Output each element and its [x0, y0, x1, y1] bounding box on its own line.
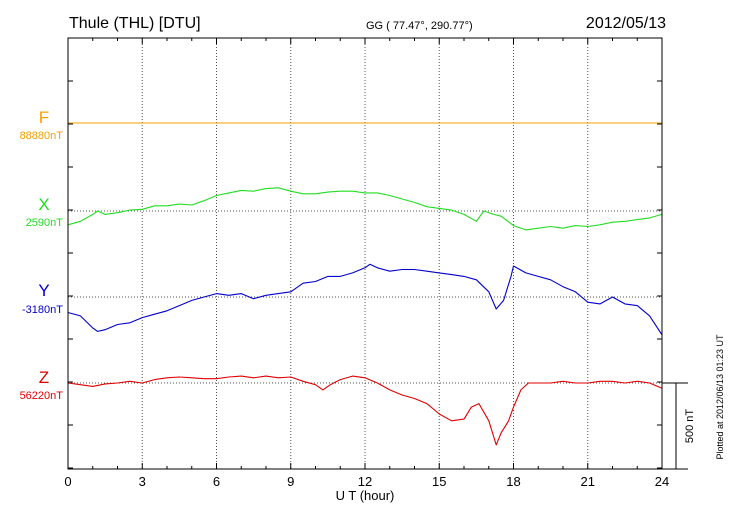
x-axis-label: U T (hour)	[336, 488, 395, 503]
x-axis: 0 3 6 9 12 15 18 21 24	[64, 38, 669, 489]
y-axis-ticks	[68, 80, 662, 469]
date-label: 2012/05/13	[586, 15, 666, 32]
x-tick-label: 18	[506, 474, 520, 489]
plotted-at-label: Plotted at 2012/06/13 01:23 UT	[715, 334, 725, 460]
x-tick-label: 21	[581, 474, 595, 489]
x-tick-label: 3	[139, 474, 146, 489]
series-y-baseline: -3180nT	[22, 304, 63, 316]
series-labels: F 88880nT X 2590nT Y -3180nT Z 56220nT	[20, 108, 64, 402]
x-tick-label: 24	[655, 474, 669, 489]
series-z-baseline: 56220nT	[20, 390, 64, 402]
series-z-line	[67, 375, 663, 446]
station-title: Thule (THL) [DTU]	[69, 15, 201, 32]
series-f-baseline: 88880nT	[20, 130, 64, 142]
series-f-label: F	[39, 108, 49, 127]
series-x-line	[67, 187, 663, 231]
x-tick-label: 9	[287, 474, 294, 489]
coordinates-label: GG ( 77.47°, 290.77°)	[366, 20, 473, 32]
x-tick-label: 0	[64, 474, 71, 489]
x-tick-label: 12	[358, 474, 372, 489]
series-x-label: X	[38, 195, 49, 214]
scale-bar: 500 nT	[662, 382, 696, 470]
grid	[68, 38, 662, 469]
x-tick-label: 15	[432, 474, 446, 489]
scale-bar-label: 500 nT	[684, 409, 696, 444]
traces	[67, 122, 663, 446]
series-x-baseline: 2590nT	[26, 217, 64, 229]
series-z-label: Z	[39, 368, 49, 387]
x-tick-label: 6	[213, 474, 220, 489]
series-y-label: Y	[38, 281, 49, 300]
series-y-line	[67, 263, 663, 336]
